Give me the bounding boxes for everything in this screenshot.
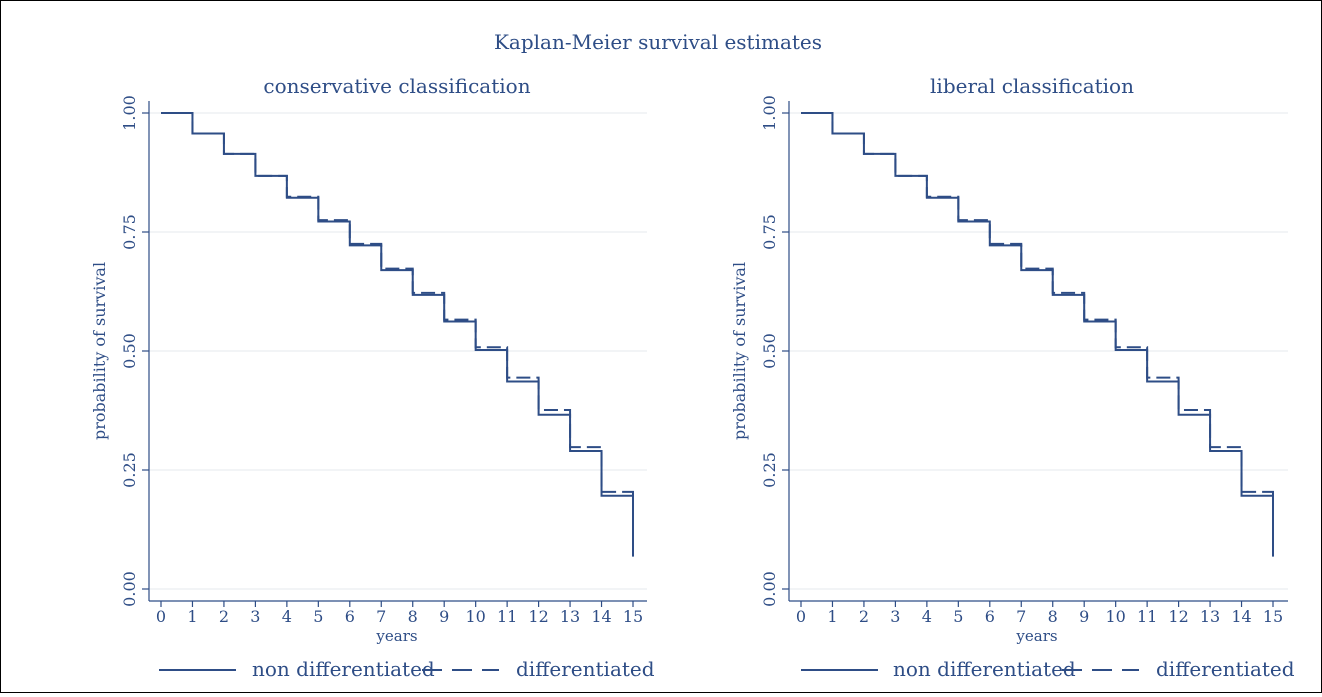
x-tick-label: 11 [497,607,517,626]
x-tick-label: 1 [187,607,197,626]
y-tick-label: 0.25 [760,452,779,488]
x-tick-label: 8 [408,607,418,626]
y-tick-label: 0.00 [120,571,139,607]
x-tick-label: 3 [250,607,260,626]
legend-label-differentiated: differentiated [1156,657,1295,681]
x-tick-label: 8 [1048,607,1058,626]
x-tick-label: 0 [796,607,806,626]
x-tick-label: 4 [922,607,932,626]
x-tick-label: 9 [1079,607,1089,626]
legend-label-non-differentiated: non differentiated [893,657,1076,681]
panel-title: conservative classification [263,74,530,98]
plot-area: 0.000.250.500.751.000 1 2 3 4 5 6 7 8 9 10 11 12 13 14… [120,95,647,626]
legend-label-non-differentiated: non differentiated [252,657,435,681]
y-axis-label: probability of survival [90,262,109,440]
x-tick-label: 7 [1016,607,1026,626]
panel-title: liberal classification [930,74,1134,98]
series-line-non-differentiated [161,112,634,557]
x-tick-label: 11 [1137,607,1157,626]
x-tick-label: 15 [623,607,643,626]
y-tick-label: 0.50 [760,333,779,369]
x-tick-label: 4 [282,607,292,626]
series-line-differentiated [161,112,634,557]
y-tick-label: 0.25 [120,452,139,488]
y-tick-label: 1.00 [120,95,139,131]
y-tick-label: 0.50 [120,333,139,369]
legend-label-differentiated: differentiated [516,657,655,681]
y-tick-label: 1.00 [760,95,779,131]
x-tick-label: 12 [1168,607,1188,626]
legend: non differentiated differentiated [801,657,1295,681]
x-tick-label: 2 [219,607,229,626]
x-tick-label: 9 [439,607,449,626]
x-tick-label: 6 [345,607,355,626]
series-line-differentiated [801,112,1274,557]
y-tick-label: 0.00 [760,571,779,607]
x-tick-label: 1 [827,607,837,626]
x-axis-label: years [375,627,417,645]
y-tick-label: 0.75 [120,214,139,250]
y-axis-label: probability of survival [730,262,749,440]
panel-liberal: liberal classification probability of su… [730,74,1295,681]
x-tick-label: 14 [591,607,611,626]
plot-area: 0.000.250.500.751.000 1 2 3 4 5 6 7 8 9 10 11 12 13 14… [760,95,1288,626]
x-tick-label: 7 [376,607,386,626]
figure-title: Kaplan-Meier survival estimates [494,30,822,54]
x-tick-label: 0 [156,607,166,626]
x-tick-label: 10 [1105,607,1125,626]
x-tick-label: 12 [528,607,548,626]
series-line-non-differentiated [801,112,1274,557]
x-tick-label: 6 [985,607,995,626]
x-tick-label: 13 [560,607,580,626]
x-tick-label: 14 [1231,607,1251,626]
legend: non differentiated differentiated [159,657,655,681]
x-tick-label: 2 [859,607,869,626]
x-tick-label: 15 [1263,607,1283,626]
x-tick-label: 13 [1200,607,1220,626]
x-axis-label: years [1015,627,1057,645]
panel-conservative: conservative classification probability … [90,74,655,681]
x-tick-label: 3 [890,607,900,626]
x-tick-label: 5 [313,607,323,626]
x-tick-label: 10 [465,607,485,626]
x-tick-label: 5 [953,607,963,626]
y-tick-label: 0.75 [760,214,779,250]
